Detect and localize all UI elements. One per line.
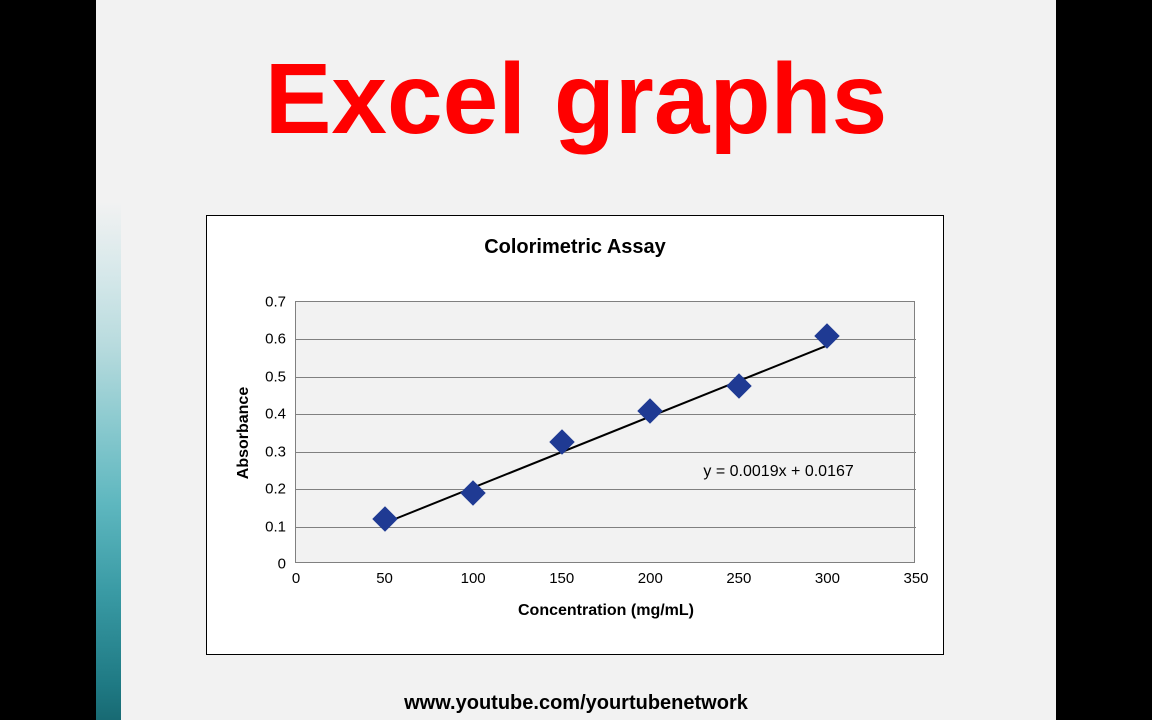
x-tick-label: 350 — [903, 570, 928, 587]
footer-url: www.youtube.com/yourtubenetwork — [96, 692, 1056, 715]
y-tick-label: 0.2 — [246, 481, 286, 498]
chart-title: Colorimetric Assay — [207, 236, 943, 259]
plot-area: Absorbance Concentration (mg/mL) y = 0.0… — [295, 301, 915, 563]
x-axis-label: Concentration (mg/mL) — [296, 602, 916, 620]
x-tick-label: 300 — [815, 570, 840, 587]
x-tick-label: 100 — [461, 570, 486, 587]
trendline — [384, 344, 828, 524]
y-tick-label: 0.6 — [246, 331, 286, 348]
y-tick-label: 0.1 — [246, 518, 286, 535]
trendline-equation: y = 0.0019x + 0.0167 — [703, 463, 853, 481]
slide: Excel graphs Colorimetric Assay Absorban… — [96, 0, 1056, 720]
data-marker — [372, 506, 397, 531]
y-tick-label: 0.5 — [246, 368, 286, 385]
x-tick-label: 200 — [638, 570, 663, 587]
x-tick-label: 0 — [292, 570, 300, 587]
y-tick-label: 0.4 — [246, 406, 286, 423]
x-tick-label: 50 — [376, 570, 393, 587]
gridline — [296, 489, 916, 490]
x-tick-label: 150 — [549, 570, 574, 587]
y-axis-label-text: Absorbance — [235, 387, 253, 479]
chart-container: Colorimetric Assay Absorbance Concentrat… — [206, 215, 944, 655]
x-tick-label: 250 — [726, 570, 751, 587]
y-tick-label: 0.7 — [246, 294, 286, 311]
slide-title: Excel graphs — [96, 42, 1056, 157]
data-marker — [815, 323, 840, 348]
gridline — [296, 414, 916, 415]
y-tick-label: 0.3 — [246, 443, 286, 460]
gridline — [296, 377, 916, 378]
y-tick-label: 0 — [246, 556, 286, 573]
gridline — [296, 452, 916, 453]
